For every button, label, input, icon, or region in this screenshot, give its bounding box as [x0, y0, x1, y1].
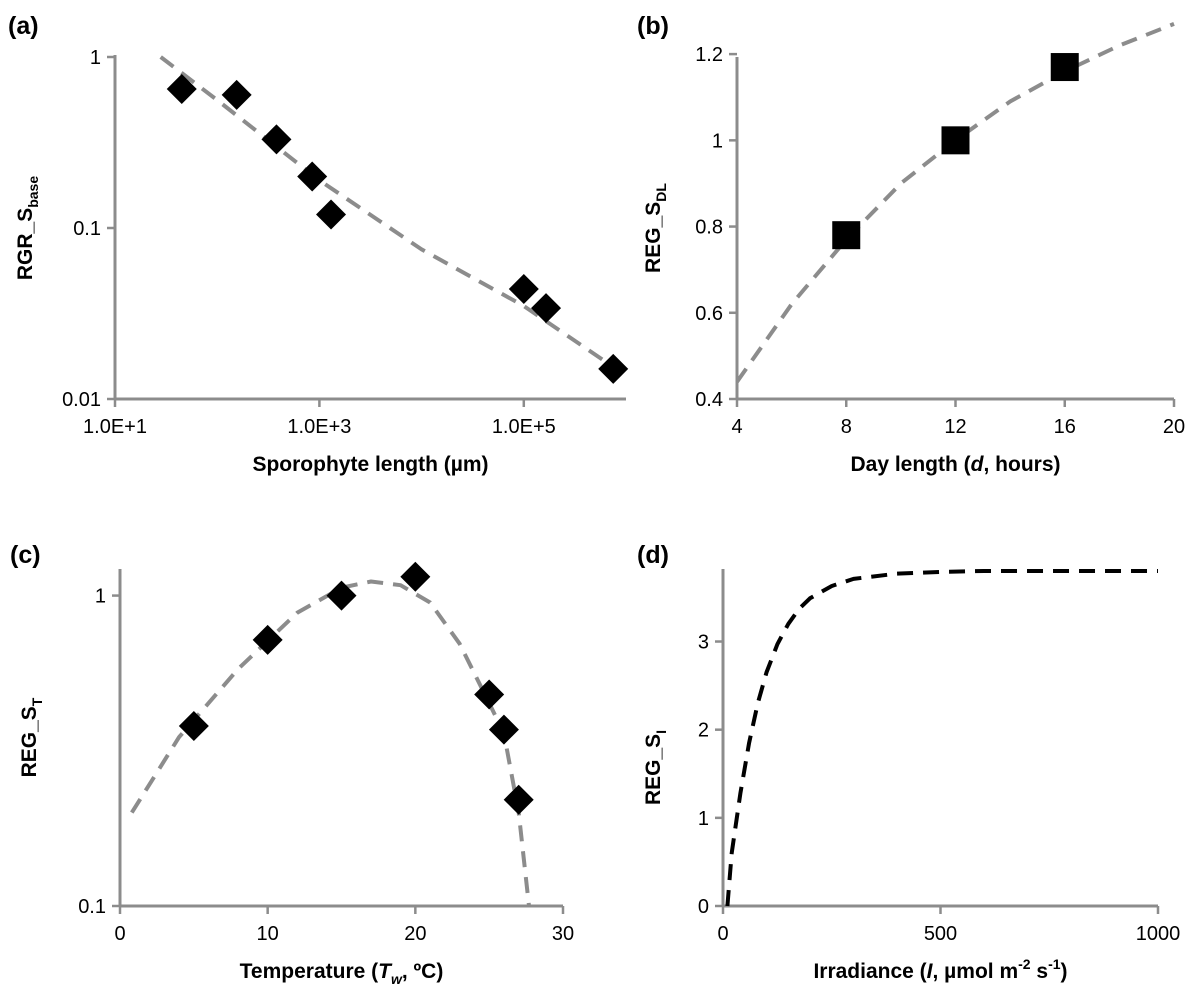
x-axis-title: Sporophyte length (µm)	[252, 453, 488, 476]
x-tick-label: 1.0E+5	[492, 416, 556, 438]
data-point	[297, 161, 328, 192]
x-axis-title: Day length (d, hours)	[850, 453, 1060, 476]
data-point	[1050, 53, 1079, 82]
x-axis-title: Temperature (Tw, ºC)	[240, 960, 444, 987]
x-tick-label: 500	[924, 923, 957, 945]
data-point	[221, 79, 252, 110]
data-point	[316, 199, 347, 230]
x-tick-label: 0	[114, 923, 125, 945]
x-axis-title-superscript: -1	[1048, 956, 1061, 972]
data-point	[474, 679, 505, 710]
y-tick-label: 3	[698, 632, 709, 654]
x-axis-title-text: , hours)	[984, 453, 1061, 476]
x-axis-title-text: , ºC)	[402, 960, 444, 983]
x-tick-label: 0	[717, 923, 728, 945]
fit-line	[735, 22, 1175, 383]
x-tick-label: 30	[552, 923, 574, 945]
data-point	[598, 353, 629, 384]
y-tick-label: 1	[712, 130, 723, 152]
data-point	[261, 124, 292, 155]
y-axis-title: RGR_Sbase	[14, 176, 41, 280]
y-tick-label: 0	[698, 896, 709, 918]
data-point	[166, 73, 197, 104]
y-axis-title-subscript: T	[29, 697, 45, 706]
y-axis-title-text: REG_S	[642, 202, 665, 273]
series-line	[725, 569, 1158, 907]
x-tick-label: 4	[731, 416, 742, 438]
fit-line	[130, 579, 531, 907]
y-tick-label: 1	[95, 586, 106, 608]
y-tick-label: 0.1	[73, 218, 101, 240]
data-point	[503, 784, 534, 815]
x-axis-title-text: , µmol m	[933, 960, 1019, 983]
y-tick-label: 2	[698, 720, 709, 742]
x-axis-title: Irradiance (I, µmol m-2 s-1)	[813, 956, 1067, 983]
panel-label: (a)	[8, 12, 39, 40]
y-tick-label: 1	[90, 47, 101, 69]
x-axis-title-variable: I	[927, 960, 934, 983]
x-tick-label: 1000	[1136, 923, 1181, 945]
x-axis-title-text: Day length (	[850, 453, 970, 476]
x-axis-title-superscript: -2	[1018, 956, 1031, 972]
x-tick-label: 20	[404, 923, 426, 945]
panel-b: (b) 4 8 12 16 20 0.4 0.6 0.8 1 1.2 Day length (d, h…	[637, 12, 1185, 476]
data-point	[178, 711, 209, 742]
y-axis-title-subscript: I	[653, 730, 669, 734]
data-point	[508, 273, 539, 304]
y-axis-title: REG_SI	[642, 730, 669, 805]
x-axis-title-text: Irradiance (	[813, 960, 926, 983]
y-axis-title-text: RGR_S	[14, 208, 37, 280]
panel-label: (b)	[637, 12, 669, 40]
x-axis-title-text: Sporophyte length (µm)	[252, 453, 488, 476]
x-axis-title-variable: T	[378, 960, 393, 983]
y-axis-title-subscript: DL	[653, 183, 669, 202]
y-axis-title-text: REG_S	[18, 706, 41, 777]
data-point	[832, 221, 861, 250]
x-tick-label: 20	[1163, 416, 1185, 438]
x-tick-label: 10	[257, 923, 279, 945]
x-tick-label: 8	[841, 416, 852, 438]
y-tick-label: 0.01	[62, 389, 101, 411]
panel-label: (c)	[10, 541, 41, 569]
data-point	[488, 714, 519, 745]
y-tick-label: 0.6	[695, 303, 723, 325]
x-axis-title-text: Temperature (	[240, 960, 378, 983]
y-tick-label: 0.8	[695, 217, 723, 239]
y-tick-label: 1.2	[695, 44, 723, 66]
x-tick-label: 1.0E+1	[83, 416, 147, 438]
panel-label: (d)	[637, 541, 669, 569]
data-point	[941, 126, 970, 155]
data-point	[252, 624, 283, 655]
x-axis-title-text: )	[1061, 960, 1068, 983]
data-point	[326, 580, 357, 611]
y-tick-label: 1	[698, 808, 709, 830]
x-axis-title-variable: d	[971, 453, 985, 476]
y-axis-title: REG_SDL	[642, 183, 669, 273]
x-axis-title-text: s	[1031, 960, 1049, 983]
y-axis-title: REG_ST	[18, 697, 45, 777]
y-tick-label: 0.1	[78, 896, 106, 918]
x-tick-label: 1.0E+3	[287, 416, 351, 438]
panel-a: (a) 1.0E+1 1.0E+3 1.0E+5 0.01 0.1 1 Sporophyte …	[8, 12, 629, 476]
x-axis-title-subscript: w	[391, 971, 403, 987]
y-axis-title-subscript: base	[25, 176, 41, 208]
x-tick-label: 16	[1054, 416, 1076, 438]
y-tick-label: 0.4	[695, 389, 723, 411]
x-tick-label: 12	[944, 416, 966, 438]
data-point	[400, 561, 431, 592]
y-axis-title-text: REG_S	[642, 734, 665, 805]
data-point	[531, 293, 562, 324]
fit-line	[159, 55, 618, 371]
